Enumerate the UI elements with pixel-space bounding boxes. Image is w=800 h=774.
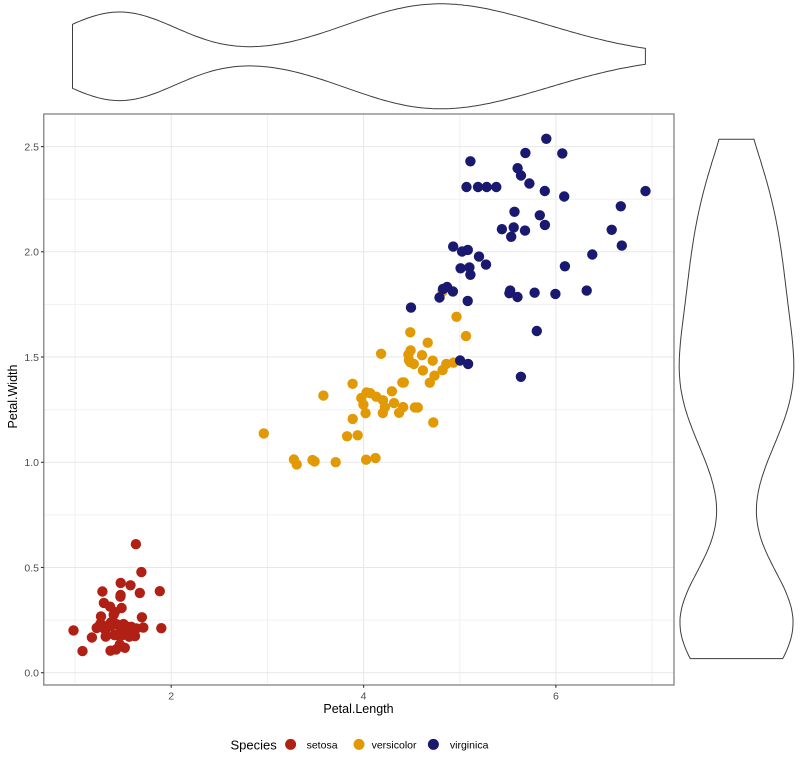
svg-text:2.0: 2.0 (24, 247, 39, 259)
svg-text:4: 4 (361, 690, 367, 702)
svg-text:1.0: 1.0 (24, 457, 39, 469)
svg-text:setosa: setosa (307, 740, 338, 752)
svg-text:Species: Species (231, 738, 278, 753)
svg-text:2: 2 (168, 690, 174, 702)
svg-text:2.5: 2.5 (24, 142, 39, 154)
svg-text:1.5: 1.5 (24, 352, 39, 364)
svg-text:0.0: 0.0 (24, 668, 39, 680)
svg-text:virginica: virginica (450, 740, 489, 752)
svg-text:0.5: 0.5 (24, 562, 39, 574)
svg-text:Petal.Length: Petal.Length (323, 702, 393, 716)
svg-text:Petal.Width: Petal.Width (6, 364, 20, 428)
svg-text:versicolor: versicolor (372, 740, 417, 752)
svg-text:6: 6 (553, 690, 559, 702)
